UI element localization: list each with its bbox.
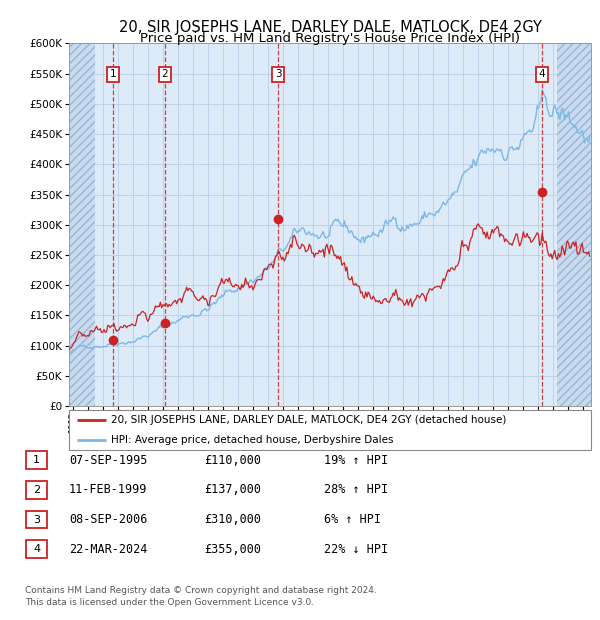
Text: 19% ↑ HPI: 19% ↑ HPI xyxy=(324,454,388,466)
Text: 1: 1 xyxy=(33,455,40,465)
Text: 22% ↓ HPI: 22% ↓ HPI xyxy=(324,543,388,556)
Text: 6% ↑ HPI: 6% ↑ HPI xyxy=(324,513,381,526)
Text: HPI: Average price, detached house, Derbyshire Dales: HPI: Average price, detached house, Derb… xyxy=(111,435,393,445)
Text: £355,000: £355,000 xyxy=(204,543,261,556)
Text: 28% ↑ HPI: 28% ↑ HPI xyxy=(324,484,388,496)
Text: £137,000: £137,000 xyxy=(204,484,261,496)
Text: 20, SIR JOSEPHS LANE, DARLEY DALE, MATLOCK, DE4 2GY: 20, SIR JOSEPHS LANE, DARLEY DALE, MATLO… xyxy=(119,20,541,35)
Text: Contains HM Land Registry data © Crown copyright and database right 2024.: Contains HM Land Registry data © Crown c… xyxy=(25,586,377,595)
Text: This data is licensed under the Open Government Licence v3.0.: This data is licensed under the Open Gov… xyxy=(25,598,314,608)
Text: 11-FEB-1999: 11-FEB-1999 xyxy=(69,484,148,496)
Text: 3: 3 xyxy=(275,69,282,79)
Text: Price paid vs. HM Land Registry's House Price Index (HPI): Price paid vs. HM Land Registry's House … xyxy=(140,32,520,45)
Text: 4: 4 xyxy=(33,544,40,554)
FancyBboxPatch shape xyxy=(69,410,591,449)
Text: 2: 2 xyxy=(161,69,168,79)
Text: 22-MAR-2024: 22-MAR-2024 xyxy=(69,543,148,556)
Text: 2: 2 xyxy=(33,485,40,495)
Text: 1: 1 xyxy=(110,69,116,79)
Bar xyxy=(557,43,591,406)
Text: 08-SEP-2006: 08-SEP-2006 xyxy=(69,513,148,526)
Text: 3: 3 xyxy=(33,515,40,525)
Text: 20, SIR JOSEPHS LANE, DARLEY DALE, MATLOCK, DE4 2GY (detached house): 20, SIR JOSEPHS LANE, DARLEY DALE, MATLO… xyxy=(111,415,506,425)
Text: £310,000: £310,000 xyxy=(204,513,261,526)
FancyBboxPatch shape xyxy=(26,451,47,469)
FancyBboxPatch shape xyxy=(26,511,47,528)
Text: £110,000: £110,000 xyxy=(204,454,261,466)
Bar xyxy=(69,43,95,406)
Text: 4: 4 xyxy=(538,69,545,79)
FancyBboxPatch shape xyxy=(26,481,47,498)
FancyBboxPatch shape xyxy=(26,541,47,558)
Bar xyxy=(557,43,591,406)
Bar xyxy=(69,43,95,406)
Text: 07-SEP-1995: 07-SEP-1995 xyxy=(69,454,148,466)
